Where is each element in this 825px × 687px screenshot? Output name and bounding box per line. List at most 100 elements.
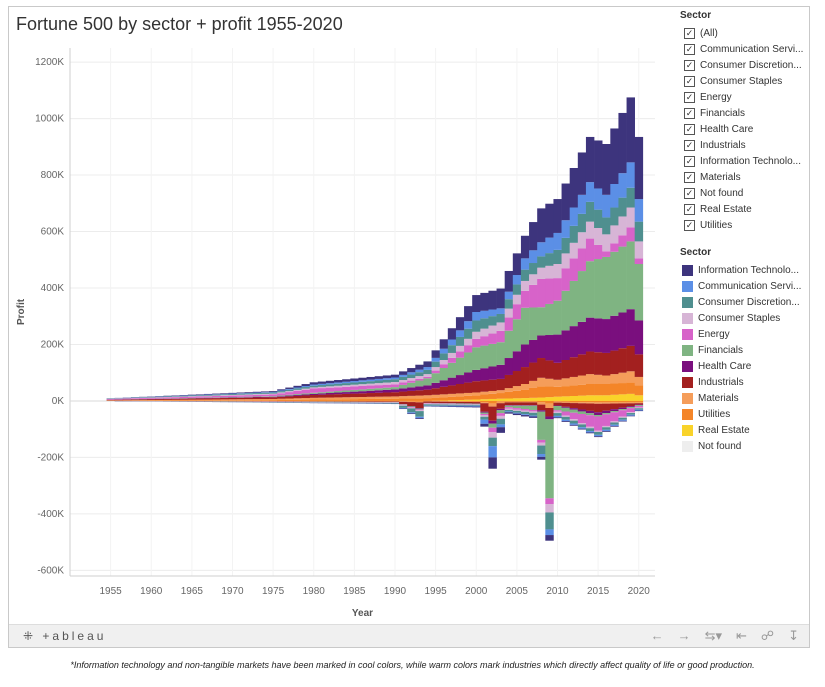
bar-segment (309, 385, 319, 388)
bar-segment (480, 336, 489, 346)
bar-segment (399, 405, 408, 408)
filter-item[interactable]: ✓ Energy (678, 89, 808, 105)
checkbox-icon[interactable]: ✓ (684, 27, 695, 39)
bar-segment (561, 415, 570, 417)
bar-segment (122, 399, 132, 401)
checkbox-icon[interactable]: ✓ (684, 155, 695, 167)
bar-segment (488, 343, 497, 367)
download-icon[interactable]: ↧ (788, 628, 799, 643)
stacked-bar-chart[interactable]: -600K -400K -200K 0K 200K 400K 600K 800K 1000K 12… (10, 40, 670, 620)
filter-item[interactable]: ✓ Financials (678, 105, 808, 121)
bar-segment (447, 339, 457, 346)
filter-item[interactable]: ✓ (All) (678, 25, 808, 41)
filter-item[interactable]: ✓ Communication Servi... (678, 41, 808, 57)
bar-segment (325, 386, 335, 388)
filter-item[interactable]: ✓ Consumer Staples (678, 73, 808, 89)
bar-segment (325, 387, 335, 392)
bar-segment (472, 401, 481, 403)
filter-item[interactable]: ✓ Not found (678, 185, 808, 201)
tableau-logo[interactable]: ⁜ +ableau (23, 629, 106, 643)
checkbox-icon[interactable]: ✓ (684, 123, 695, 135)
bar-segment (480, 416, 489, 420)
bar-segment (301, 398, 310, 400)
checkbox-icon[interactable]: ✓ (684, 75, 695, 87)
legend-item[interactable]: Communication Servi... (678, 278, 808, 294)
bar-segment (342, 390, 351, 393)
bar-segment (537, 358, 546, 378)
legend-item[interactable]: Materials (678, 390, 808, 406)
filter-item[interactable]: ✓ Industrials (678, 137, 808, 153)
bar-segment (602, 410, 611, 414)
checkbox-icon[interactable]: ✓ (684, 203, 695, 215)
redo-icon[interactable]: → (677, 628, 691, 643)
bar-segment (350, 391, 359, 394)
bar-segment (553, 379, 562, 387)
bar-segment (496, 308, 505, 314)
bar-segment (212, 394, 221, 396)
legend-item[interactable]: Utilities (678, 406, 808, 422)
filter-item[interactable]: ✓ Utilities (678, 217, 808, 233)
bar-segment (464, 321, 473, 329)
legend-item[interactable]: Energy (678, 326, 808, 342)
bar-segment (415, 401, 424, 403)
bar-segment (529, 263, 538, 275)
checkbox-icon[interactable]: ✓ (684, 107, 695, 119)
bar-segment (334, 392, 343, 395)
bar-segment (610, 394, 619, 401)
bar-segment (537, 439, 546, 443)
checkbox-icon[interactable]: ✓ (684, 91, 695, 103)
bar-segment (390, 398, 400, 401)
bar-segment (602, 375, 611, 384)
filter-item[interactable]: ✓ Materials (678, 169, 808, 185)
legend-item[interactable]: Industrials (678, 374, 808, 390)
bar-segment (301, 395, 310, 399)
bar-segment (577, 375, 587, 385)
share-icon[interactable]: ☍ (760, 628, 775, 643)
legend-item[interactable]: Health Care (678, 358, 808, 374)
bar-segment (382, 384, 392, 388)
filter-item[interactable]: ✓ Real Estate (678, 201, 808, 217)
bar-segment (594, 259, 603, 319)
checkbox-icon[interactable]: ✓ (684, 171, 695, 183)
reset-icon[interactable]: ⇤ (736, 628, 747, 643)
bar-segment (480, 368, 489, 381)
bar-segment (472, 331, 481, 339)
bar-segment (504, 299, 514, 309)
bar-segment (277, 396, 286, 399)
bar-segment (382, 401, 392, 403)
bar-segment (488, 390, 497, 394)
checkbox-icon[interactable]: ✓ (684, 219, 695, 231)
bar-segment (569, 258, 579, 281)
bar-segment (561, 401, 570, 403)
revert-icon[interactable]: ⇆▾ (704, 628, 723, 643)
filter-item[interactable]: ✓ Health Care (678, 121, 808, 137)
bar-segment (260, 399, 270, 401)
legend-item[interactable]: Information Technolo... (678, 262, 808, 278)
bar-segment (269, 394, 278, 397)
filter-item-label: Real Estate (700, 203, 752, 215)
bar-segment (529, 222, 538, 251)
legend-item[interactable]: Financials (678, 342, 808, 358)
bar-segment (569, 385, 579, 396)
checkbox-icon[interactable]: ✓ (684, 187, 695, 199)
checkbox-icon[interactable]: ✓ (684, 43, 695, 55)
bar-segment (244, 392, 254, 393)
legend-item[interactable]: Real Estate (678, 422, 808, 438)
filter-title: Sector (680, 10, 712, 21)
bar-segment (634, 410, 644, 412)
bar-segment (480, 292, 489, 311)
undo-icon[interactable]: ← (650, 628, 664, 643)
legend-item[interactable]: Consumer Discretion... (678, 294, 808, 310)
checkbox-icon[interactable]: ✓ (684, 139, 695, 151)
bar-segment (618, 420, 627, 422)
filter-item[interactable]: ✓ Information Technolo... (678, 153, 808, 169)
legend-item[interactable]: Consumer Staples (678, 310, 808, 326)
bar-segment (374, 392, 384, 397)
legend-item[interactable]: Not found (678, 438, 808, 454)
bar-segment (529, 405, 538, 406)
bar-segment (415, 395, 424, 399)
checkbox-icon[interactable]: ✓ (684, 59, 695, 71)
filter-item[interactable]: ✓ Consumer Discretion... (678, 57, 808, 73)
bar-segment (537, 402, 546, 405)
bar-segment (594, 384, 603, 396)
